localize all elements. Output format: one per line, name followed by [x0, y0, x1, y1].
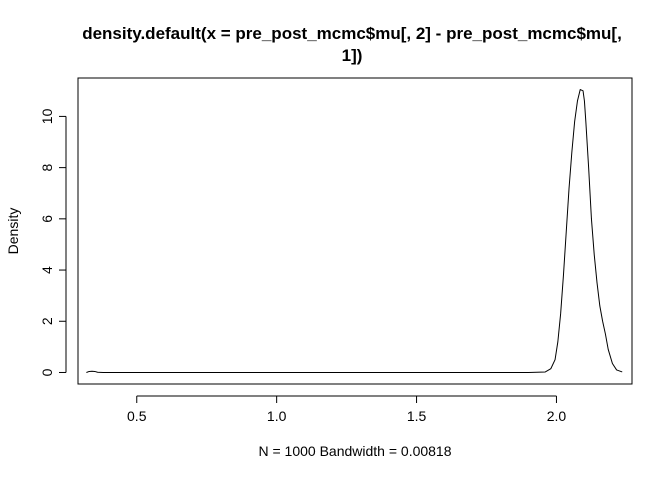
series-layer [86, 89, 623, 373]
x-axis-label: N = 1000 Bandwidth = 0.00818 [258, 443, 451, 459]
density-line [86, 89, 623, 373]
y-tick-label: 8 [39, 164, 55, 172]
chart-title-line1: density.default(x = pre_post_mcmc$mu[, 2… [82, 24, 622, 43]
y-tick-label: 10 [39, 108, 55, 124]
y-tick-label: 0 [39, 368, 55, 376]
x-tick-label: 1.0 [267, 408, 287, 424]
y-tick-label: 4 [39, 266, 55, 274]
x-tick-label: 1.5 [407, 408, 427, 424]
x-tick-label: 2.0 [547, 408, 567, 424]
y-tick-label: 2 [39, 317, 55, 325]
x-tick-label: 0.5 [127, 408, 147, 424]
x-axis: 0.5 1.0 1.5 2.0 [127, 395, 567, 424]
y-axis-label: Density [5, 208, 21, 255]
y-tick-label: 6 [39, 215, 55, 223]
y-axis: 0 2 4 6 8 10 [39, 108, 67, 376]
plot-box [77, 77, 633, 385]
chart-title-line2: 1]) [342, 46, 363, 65]
